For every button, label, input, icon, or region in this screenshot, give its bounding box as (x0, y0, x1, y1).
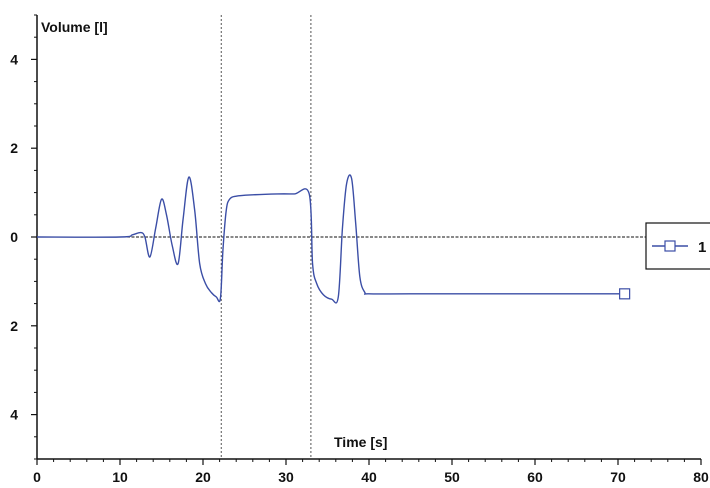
series-line (36, 174, 625, 304)
y-tick-label: 4 (10, 407, 18, 423)
y-axis-label: Volume [l] (41, 19, 108, 35)
x-tick-label: 10 (112, 469, 128, 485)
y-tick-label: 0 (10, 229, 18, 245)
legend: 1 (645, 222, 710, 270)
vertical-markers (220, 15, 312, 459)
x-tick-label: 80 (693, 469, 709, 485)
x-tick-label: 20 (195, 469, 211, 485)
y-tick-label: 2 (10, 318, 18, 334)
x-tick-label: 60 (527, 469, 543, 485)
x-tick-label: 40 (361, 469, 377, 485)
x-axis-label: Time [s] (334, 434, 387, 450)
y-ticks: 4 2 0 2 4 (10, 14, 37, 460)
x-tick-label: 70 (610, 469, 626, 485)
x-tick-label: 30 (278, 469, 294, 485)
legend-square-marker (664, 240, 676, 252)
y-tick-label: 4 (10, 51, 18, 67)
x-tick-label: 0 (33, 469, 41, 485)
x-tick-label: 50 (444, 469, 460, 485)
series-layer (36, 174, 631, 304)
series-end-marker (619, 288, 631, 300)
legend-label: 1 (698, 239, 706, 256)
x-ticks: 0 10 20 30 40 50 60 70 80 (33, 459, 709, 485)
y-tick-label: 2 (10, 140, 18, 156)
axes (36, 15, 701, 460)
